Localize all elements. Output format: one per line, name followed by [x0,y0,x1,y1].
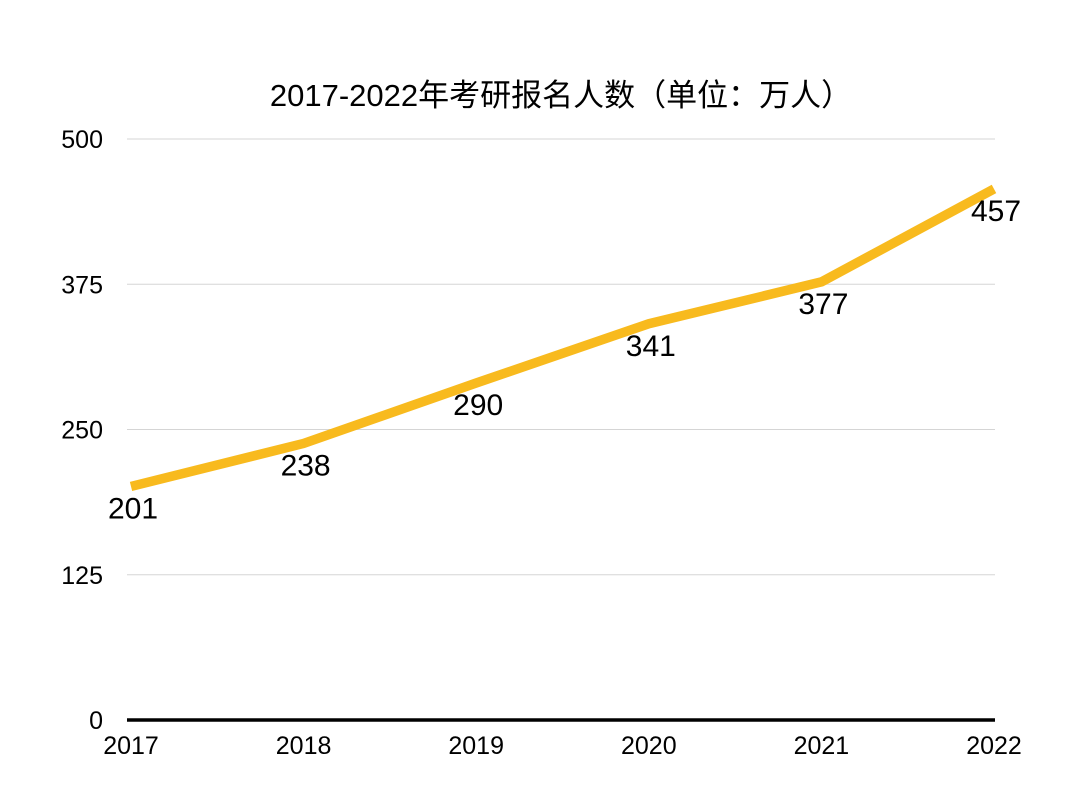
series-line [129,184,997,492]
x-tick-label: 2020 [621,732,677,760]
labels-group: 201 238 290 341 377 457 [108,195,1021,525]
x-tick-label: 2017 [103,732,159,760]
y-tick-label: 375 [61,271,103,299]
chart-title: 2017-2022年考研报名人数（单位：万人） [270,78,852,113]
axis-group: 0 125 250 375 500 2017 2018 2019 2020 2021 2022 [61,126,1022,760]
data-label: 290 [453,389,503,422]
data-label: 377 [798,288,848,321]
x-tick-label: 2019 [448,732,504,760]
data-label: 341 [626,330,676,363]
x-tick-label: 2018 [276,732,332,760]
y-tick-label: 250 [61,417,103,445]
y-tick-label: 0 [89,707,103,735]
x-tick-label: 2021 [794,732,850,760]
data-label: 238 [281,449,331,482]
data-label: 457 [971,195,1021,228]
x-tick-label: 2022 [966,732,1022,760]
data-label: 201 [108,492,158,525]
gridlines-group [127,138,995,576]
y-tick-label: 125 [61,562,103,590]
y-tick-label: 500 [61,126,103,154]
series-group [129,184,997,492]
